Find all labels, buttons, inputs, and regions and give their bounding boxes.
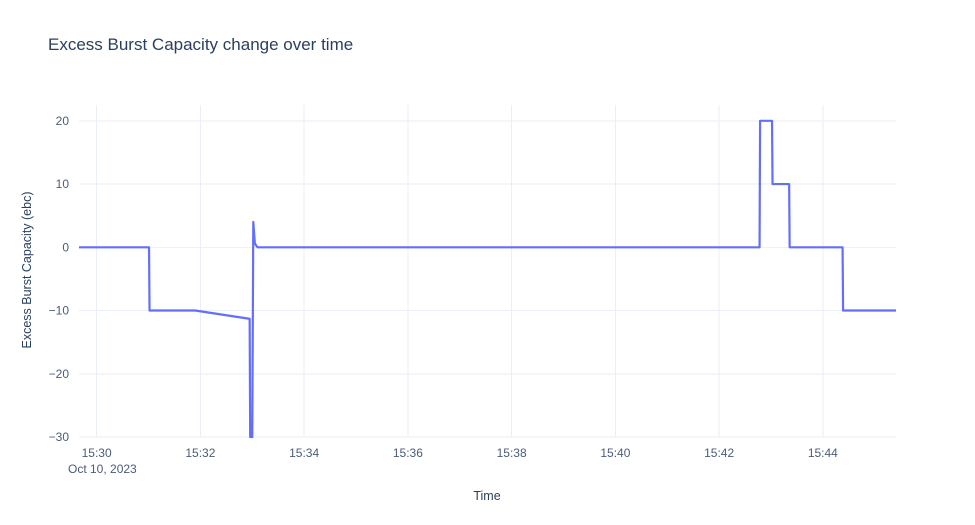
y-tick-label: 10 (56, 177, 70, 191)
y-tick-label: −10 (49, 304, 70, 318)
x-axis-title: Time (473, 489, 500, 503)
x-tick-label: 15:34 (289, 446, 319, 460)
y-axis-title: Excess Burst Capacity (ebc) (20, 192, 34, 349)
x-tick-label: 15:44 (808, 446, 838, 460)
chart-title: Excess Burst Capacity change over time (48, 35, 353, 54)
y-tick-label: −30 (49, 430, 70, 444)
y-tick-label: 20 (56, 114, 70, 128)
x-axis-date-sublabel: Oct 10, 2023 (68, 462, 137, 476)
data-line-ebc (79, 119, 896, 439)
x-axis-tick-labels: 15:30 15:32 15:34 15:36 15:38 15:40 15:42 15:44 (82, 446, 839, 460)
x-tick-label: 15:38 (497, 446, 527, 460)
x-tick-label: 15:32 (185, 446, 215, 460)
x-tick-label: 15:42 (704, 446, 734, 460)
x-tick-label: 15:40 (600, 446, 630, 460)
data-series-layer (79, 119, 896, 439)
x-tick-label: 15:30 (82, 446, 112, 460)
y-axis-tick-labels: 20 10 0 −10 −20 −30 (49, 114, 70, 444)
y-tick-label: 0 (62, 240, 69, 254)
y-tick-label: −20 (49, 367, 70, 381)
x-tick-label: 15:36 (393, 446, 423, 460)
gridlines (79, 105, 896, 438)
